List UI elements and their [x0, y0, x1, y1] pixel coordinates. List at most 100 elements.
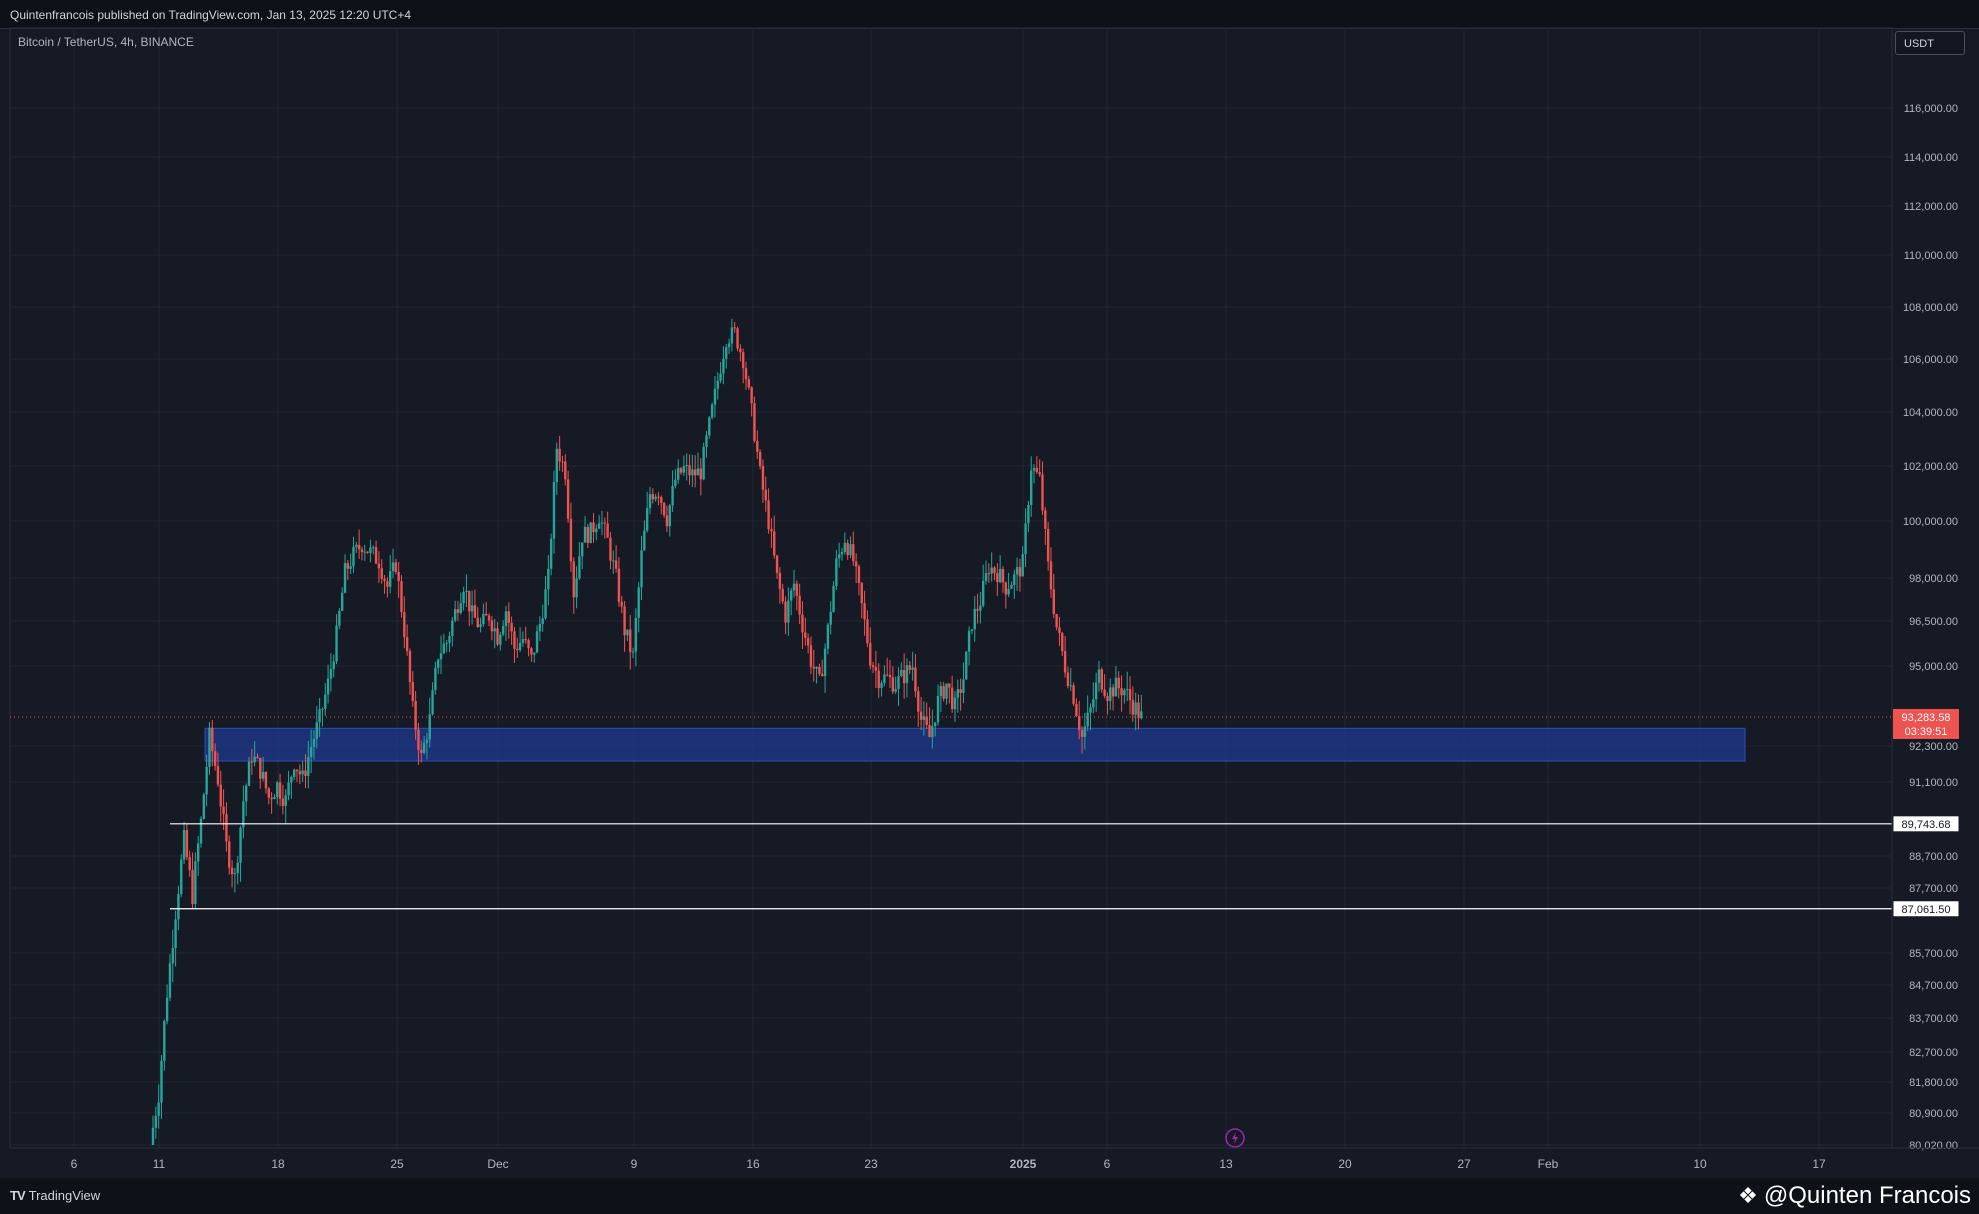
- candle-body: [668, 505, 671, 527]
- tradingview-logo-icon: TV: [10, 1188, 26, 1203]
- candle-body: [750, 387, 753, 404]
- time-scale[interactable]: 6 11 18 25 Dec 9 16 23 2025 6 13 20 27 Feb 10 17: [10, 1147, 1979, 1171]
- candle-body: [575, 578, 578, 598]
- candle-body: [677, 468, 680, 480]
- candle-body: [871, 665, 875, 668]
- candle-body: [1032, 468, 1036, 471]
- candle-body: [468, 590, 471, 612]
- candle-body: [414, 700, 417, 730]
- candle-body: [521, 639, 525, 643]
- candle-body: [869, 643, 872, 666]
- candle-body: [829, 611, 832, 625]
- candle-body: [945, 683, 948, 699]
- candle-body: [764, 489, 767, 501]
- candle-body: [691, 469, 694, 476]
- candle-body: [459, 603, 462, 613]
- candle-body: [967, 630, 971, 652]
- candle-body: [600, 522, 604, 524]
- candle-body: [417, 729, 420, 750]
- candle-body: [504, 611, 508, 627]
- time-tick-label: 6: [71, 1157, 78, 1171]
- candle-body: [597, 523, 601, 529]
- candle-body: [1027, 504, 1030, 524]
- candle-body: [631, 651, 635, 653]
- candle-body: [662, 502, 666, 516]
- candle-body: [756, 440, 759, 452]
- candle-body: [340, 592, 344, 611]
- candle-body: [236, 862, 239, 874]
- candle-body: [290, 776, 293, 783]
- candle-body: [778, 572, 782, 589]
- candle-body: [837, 554, 841, 559]
- candle-body: [219, 784, 222, 807]
- candle-body: [832, 585, 835, 612]
- candle-body: [363, 551, 366, 553]
- candle-body: [826, 624, 830, 649]
- candle-body: [1052, 589, 1055, 615]
- candle-body: [307, 757, 310, 776]
- candle-body: [513, 631, 516, 649]
- candle-body: [157, 1102, 160, 1116]
- candle-body: [970, 629, 974, 631]
- candle-body: [925, 716, 928, 725]
- candle-body: [688, 465, 691, 476]
- candle-body: [730, 327, 734, 344]
- candle-body: [501, 626, 505, 635]
- candle-body: [773, 531, 776, 556]
- candle-body: [420, 749, 423, 753]
- candle-body: [292, 769, 296, 777]
- candle-body: [445, 642, 448, 644]
- candle-body: [163, 1021, 166, 1061]
- price-tick-label: 95,000.00: [1909, 661, 1958, 673]
- candles-layer: [151, 318, 1143, 1145]
- candle-body: [922, 716, 926, 720]
- candle-body: [654, 496, 657, 500]
- footer-bar: TV TradingView ❖ @Quinten Francois: [0, 1178, 1979, 1214]
- price-scale[interactable]: 116,000.00 114,000.00 112,000.00 110,000.00…: [1891, 28, 1960, 1152]
- candle-body: [736, 328, 739, 349]
- candle-body: [544, 589, 547, 619]
- candle-body: [894, 688, 897, 692]
- price-tick-label: 110,000.00: [1904, 250, 1958, 262]
- candle-body: [312, 738, 316, 747]
- chart-grid: [9, 27, 1893, 1149]
- level-price-tag: [1892, 900, 1960, 918]
- tradingview-logo[interactable]: TV TradingView: [10, 1188, 100, 1203]
- candle-body: [942, 686, 945, 699]
- candle-body: [352, 547, 355, 567]
- candle-body: [725, 347, 728, 359]
- candle-body: [640, 550, 643, 588]
- plot-frame: [9, 27, 1893, 1149]
- candle-body: [645, 508, 649, 531]
- candle-body: [343, 563, 347, 593]
- candle-body: [1117, 677, 1120, 689]
- currency-selector[interactable]: USDT: [1895, 31, 1965, 55]
- candle-body: [1126, 688, 1129, 691]
- candle-body: [1106, 696, 1109, 701]
- time-tick-label: 13: [1219, 1157, 1233, 1171]
- candle-body: [516, 648, 519, 651]
- symbol-legend[interactable]: Bitcoin / TetherUS, 4h, BINANCE: [18, 35, 194, 49]
- candle-body: [369, 547, 372, 553]
- candle-body: [741, 352, 745, 369]
- candle-body: [578, 556, 581, 579]
- candle-body: [620, 601, 623, 607]
- candle-body: [866, 619, 869, 644]
- price-tick-label: 104,000.00: [1903, 407, 1958, 419]
- candle-body: [332, 661, 335, 670]
- candle-body: [1069, 685, 1072, 687]
- candle-body: [874, 667, 878, 671]
- candle-body: [490, 620, 494, 632]
- candle-body: [979, 605, 982, 611]
- candle-body: [456, 609, 460, 613]
- candle-body: [1083, 726, 1087, 737]
- candle-body: [338, 610, 341, 626]
- candle-body: [569, 518, 573, 562]
- candle-body: [1066, 672, 1070, 686]
- candle-body: [1030, 470, 1033, 505]
- candle-body: [877, 670, 880, 689]
- price-tick-label: 87,700.00: [1909, 883, 1958, 895]
- candle-body: [651, 494, 655, 500]
- candle-body: [629, 629, 632, 652]
